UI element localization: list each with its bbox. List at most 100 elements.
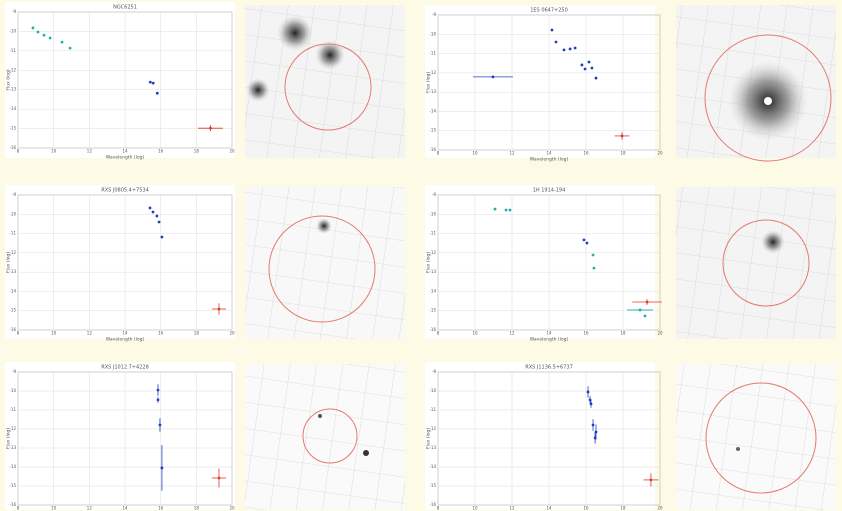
y-tick-label: -15 bbox=[9, 126, 16, 131]
x-tick-label: 8 bbox=[17, 149, 20, 154]
data-point bbox=[161, 467, 164, 470]
x-tick-label: 18 bbox=[620, 506, 626, 511]
x-tick-label: 12 bbox=[87, 331, 93, 336]
y-tick-label: -15 bbox=[429, 308, 436, 313]
x-tick-label: 16 bbox=[158, 331, 164, 336]
y-tick-label: -16 bbox=[9, 145, 16, 150]
x-tick-label: 20 bbox=[229, 506, 235, 511]
y-tick-label: -14 bbox=[9, 464, 16, 469]
y-tick-label: -9 bbox=[12, 9, 16, 14]
data-point bbox=[555, 41, 558, 44]
data-point bbox=[156, 215, 159, 218]
data-point bbox=[644, 315, 647, 318]
page: NGC6251Wavelength (log)Flux (log)8101214… bbox=[0, 0, 842, 511]
y-tick-label: -15 bbox=[429, 128, 436, 133]
data-point bbox=[156, 92, 159, 95]
x-tick-label: 18 bbox=[194, 506, 200, 511]
y-tick-label: -13 bbox=[429, 445, 436, 450]
x-tick-label: 12 bbox=[87, 506, 93, 511]
y-tick-label: -12 bbox=[429, 426, 436, 431]
x-tick-label: 8 bbox=[437, 331, 440, 336]
x-tick-label: 14 bbox=[546, 506, 552, 511]
y-tick-label: -9 bbox=[432, 369, 436, 374]
panel bbox=[425, 362, 655, 510]
y-tick-label: -12 bbox=[9, 250, 16, 255]
y-tick-label: -12 bbox=[9, 426, 16, 431]
x-tick-label: 18 bbox=[620, 151, 626, 156]
sky-image bbox=[676, 187, 836, 339]
chart-title: 1ES 0647+250 bbox=[530, 8, 568, 14]
sky-image bbox=[245, 364, 405, 510]
data-point bbox=[587, 391, 590, 394]
y-tick-label: -16 bbox=[429, 502, 436, 507]
chart: 1ES 0647+250Wavelength (log)Flux (log)81… bbox=[425, 5, 663, 163]
data-point bbox=[492, 76, 495, 79]
data-point bbox=[586, 242, 589, 245]
y-tick-label: -11 bbox=[429, 407, 436, 412]
data-point bbox=[152, 211, 155, 214]
y-tick-label: -15 bbox=[9, 308, 16, 313]
x-axis-label: Wavelength (log) bbox=[530, 157, 569, 163]
y-tick-label: -16 bbox=[429, 147, 436, 152]
x-tick-label: 8 bbox=[437, 151, 440, 156]
y-tick-label: -9 bbox=[432, 192, 436, 197]
data-point bbox=[621, 135, 624, 138]
data-point bbox=[584, 68, 587, 71]
data-point bbox=[650, 479, 653, 482]
data-point bbox=[592, 254, 595, 257]
x-tick-label: 10 bbox=[51, 506, 57, 511]
x-tick-label: 10 bbox=[472, 506, 478, 511]
data-point bbox=[591, 67, 594, 70]
x-tick-label: 16 bbox=[583, 506, 589, 511]
x-tick-label: 8 bbox=[17, 331, 20, 336]
chart: RXS J1136.5+6737Wavelength (log)Flux (lo… bbox=[425, 362, 663, 511]
data-point bbox=[505, 209, 508, 212]
data-point bbox=[49, 37, 52, 40]
x-tick-label: 10 bbox=[472, 331, 478, 336]
x-tick-label: 18 bbox=[194, 149, 200, 154]
sky-image bbox=[245, 5, 405, 158]
x-tick-label: 12 bbox=[87, 149, 93, 154]
x-tick-label: 14 bbox=[122, 506, 128, 511]
data-point bbox=[152, 82, 155, 85]
data-point bbox=[218, 477, 221, 480]
data-point bbox=[157, 399, 160, 402]
data-point bbox=[161, 236, 164, 239]
x-tick-label: 12 bbox=[509, 506, 515, 511]
y-tick-label: -10 bbox=[9, 211, 16, 216]
y-tick-label: -14 bbox=[429, 288, 436, 293]
x-tick-label: 20 bbox=[229, 149, 235, 154]
x-axis-label: Wavelength (log) bbox=[530, 337, 569, 343]
y-tick-label: -15 bbox=[9, 483, 16, 488]
data-point bbox=[209, 127, 212, 130]
data-point bbox=[590, 403, 593, 406]
data-point bbox=[149, 81, 152, 84]
panel bbox=[425, 185, 655, 339]
y-tick-label: -11 bbox=[429, 51, 436, 56]
data-point bbox=[574, 47, 577, 50]
y-tick-label: -16 bbox=[9, 502, 16, 507]
data-point bbox=[159, 424, 162, 427]
y-tick-label: -11 bbox=[9, 407, 16, 412]
y-tick-label: -10 bbox=[429, 211, 436, 216]
data-point bbox=[218, 308, 221, 311]
y-tick-label: -11 bbox=[9, 48, 16, 53]
x-tick-label: 14 bbox=[122, 149, 128, 154]
sky-image bbox=[676, 5, 836, 161]
y-tick-label: -13 bbox=[429, 89, 436, 94]
x-tick-label: 8 bbox=[17, 506, 20, 511]
data-point bbox=[581, 64, 584, 67]
x-tick-label: 10 bbox=[472, 151, 478, 156]
y-tick-label: -10 bbox=[9, 28, 16, 33]
data-point bbox=[551, 29, 554, 32]
data-point bbox=[563, 49, 566, 52]
x-tick-label: 16 bbox=[583, 331, 589, 336]
data-point bbox=[592, 424, 595, 427]
x-tick-label: 16 bbox=[158, 506, 164, 511]
y-tick-label: -11 bbox=[9, 231, 16, 236]
data-point bbox=[509, 209, 512, 212]
y-tick-label: -9 bbox=[432, 12, 436, 17]
y-tick-label: -10 bbox=[9, 388, 16, 393]
